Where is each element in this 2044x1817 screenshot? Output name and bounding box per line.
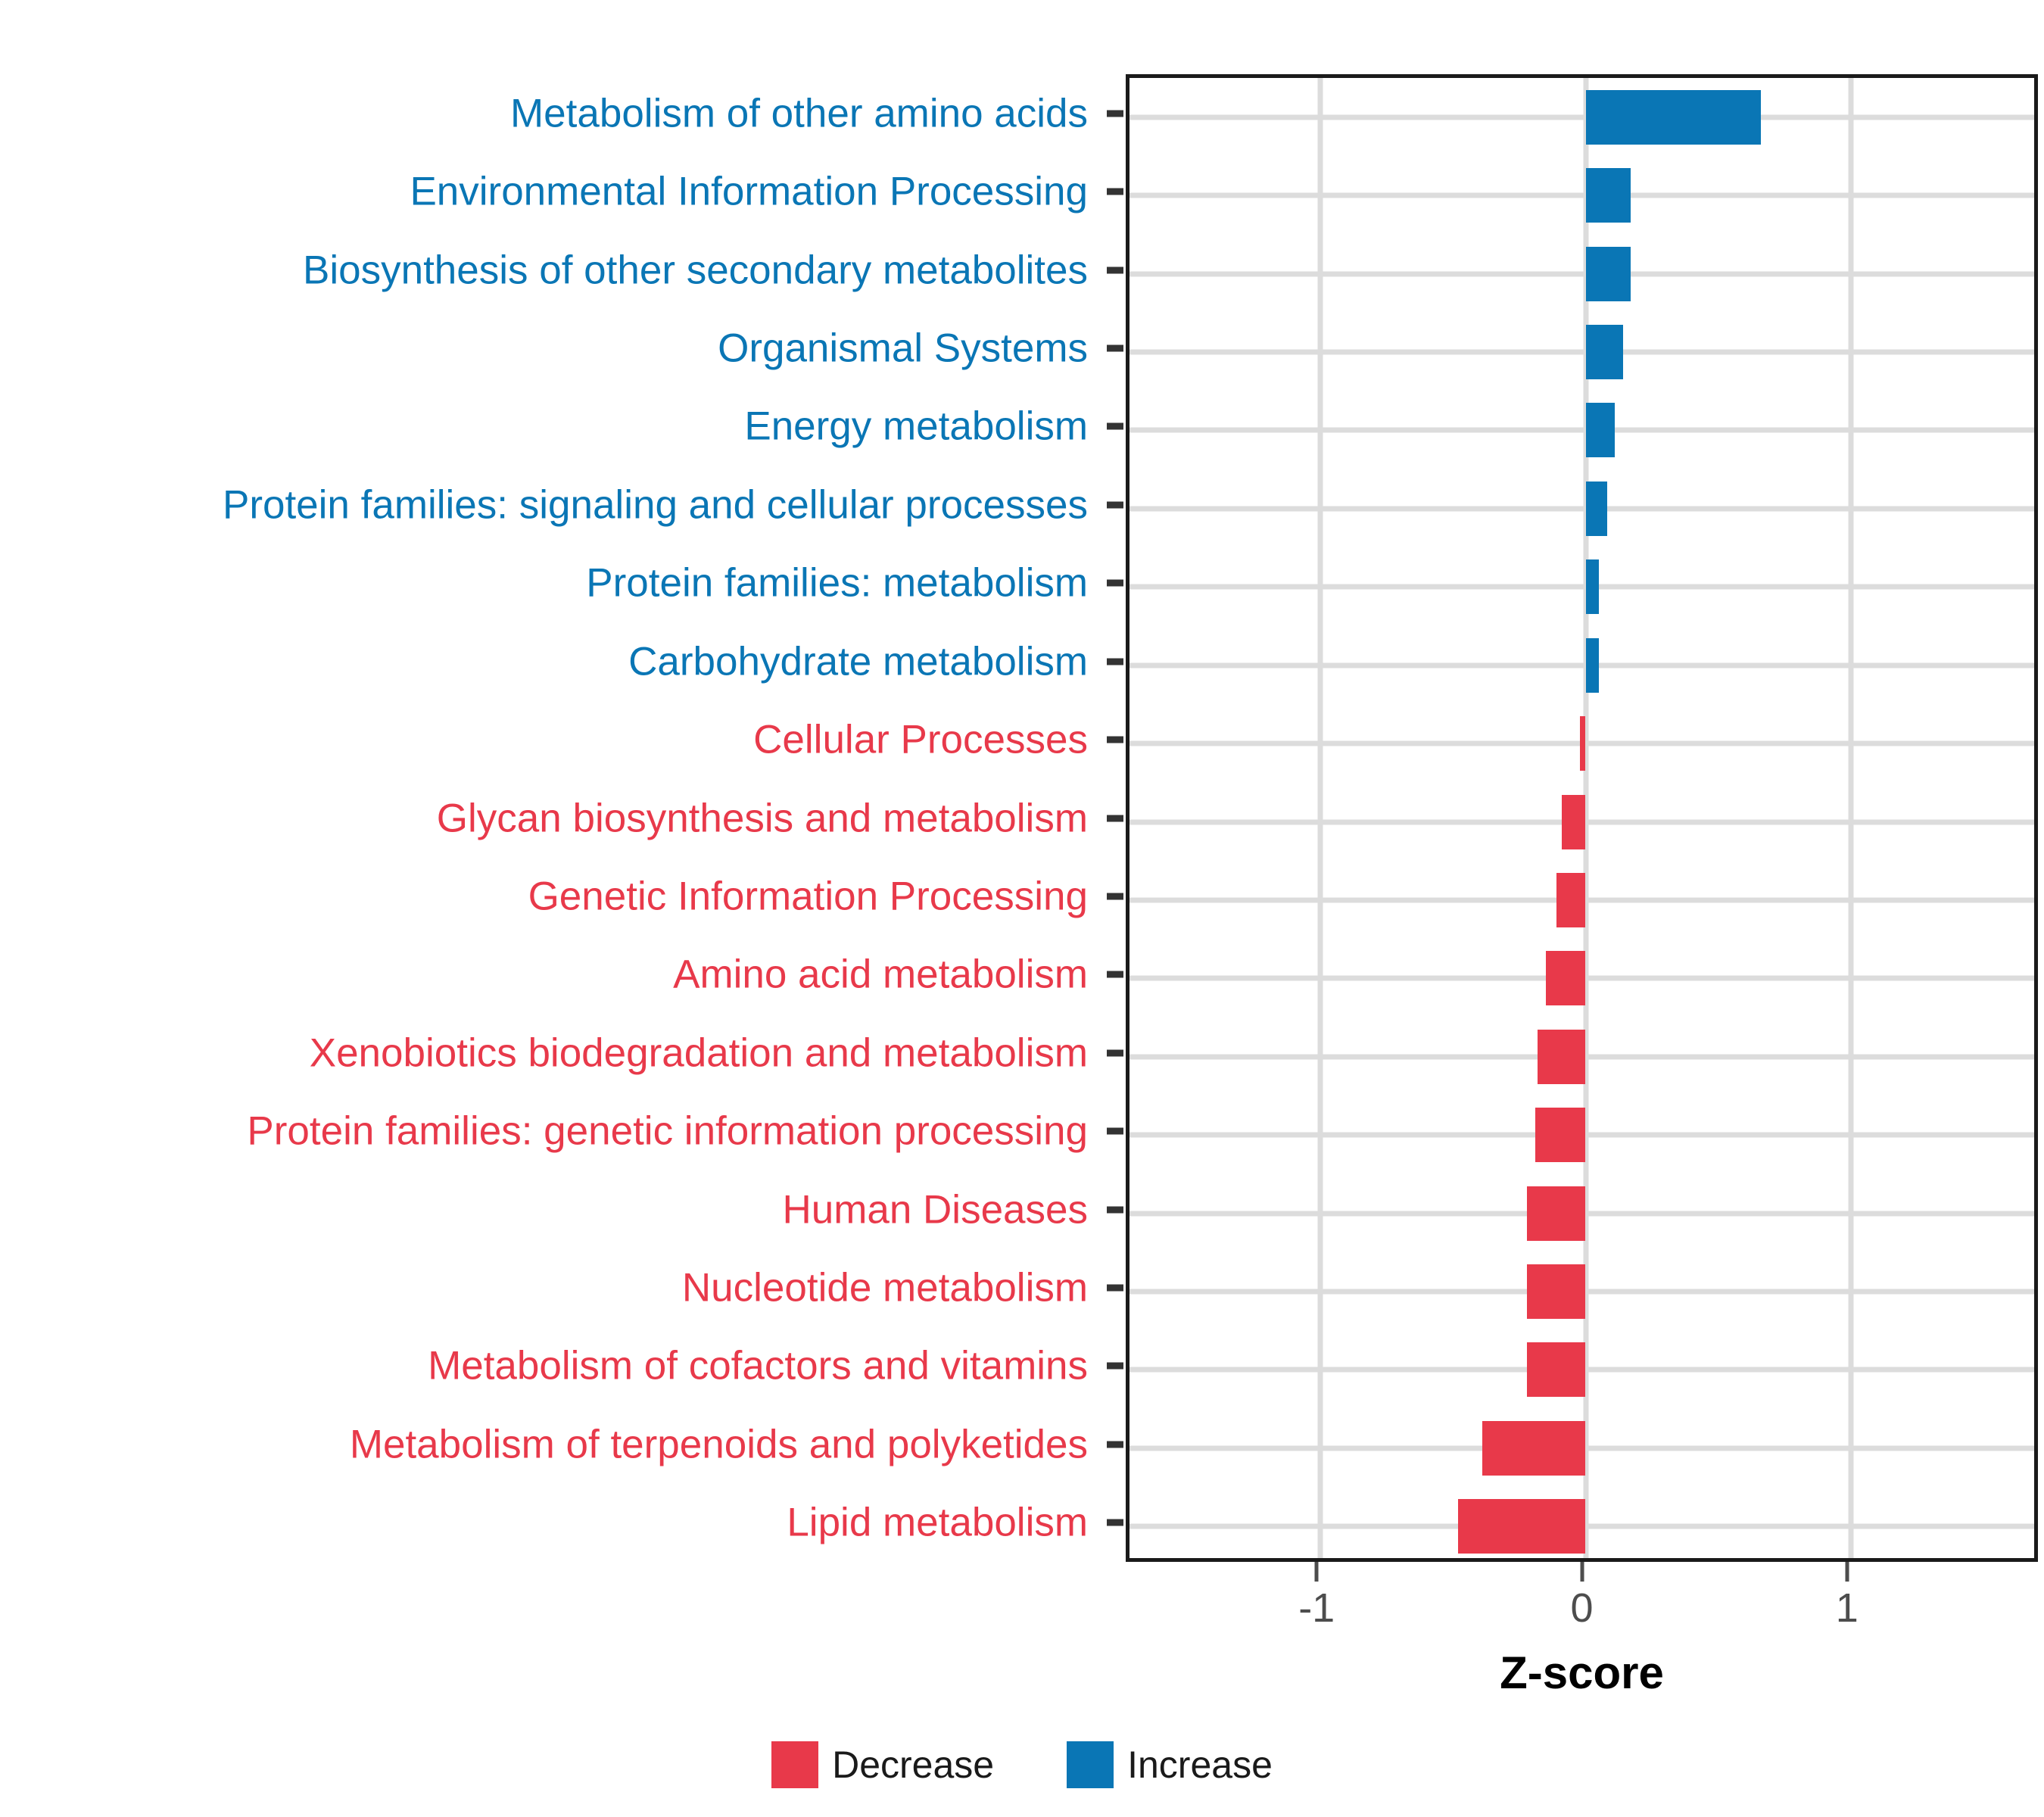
horizontal-gridline [1129, 192, 2034, 198]
horizontal-gridline [1129, 349, 2034, 355]
y-axis-tick-mark [1107, 1206, 1123, 1214]
bar [1585, 168, 1631, 223]
y-axis-tick-mark [1107, 971, 1123, 978]
y-axis-tick-mark [1107, 579, 1123, 587]
y-axis-tick-label: Organismal Systems [718, 326, 1088, 371]
vertical-gridline [1317, 78, 1323, 1558]
bar [1535, 1108, 1586, 1163]
y-axis-tick-label: Human Diseases [782, 1187, 1088, 1233]
plot-panel [1126, 74, 2038, 1562]
y-axis-tick-label: Xenobiotics biodegradation and metabolis… [309, 1030, 1088, 1076]
y-axis-tick-label: Protein families: signaling and cellular… [222, 482, 1088, 528]
legend-label: Decrease [832, 1744, 995, 1786]
legend-item: Increase [1067, 1741, 1273, 1788]
y-axis-tick-label: Biosynthesis of other secondary metaboli… [303, 248, 1088, 293]
x-axis-tick-mark [1845, 1562, 1849, 1582]
x-axis-tick-mark [1580, 1562, 1584, 1582]
y-axis-tick-label: Genetic Information Processing [528, 874, 1088, 919]
bar [1482, 1420, 1586, 1476]
legend-label: Increase [1127, 1744, 1273, 1786]
y-axis-tick-label: Cellular Processes [753, 717, 1088, 762]
bar [1585, 637, 1599, 693]
bar [1585, 324, 1623, 379]
y-axis-tick-label: Metabolism of other amino acids [510, 91, 1088, 136]
x-axis: -1 0 1 [1126, 1562, 2038, 1653]
bar [1585, 89, 1761, 145]
y-axis-tick-mark [1107, 1362, 1123, 1370]
y-axis-tick-label: Protein families: metabolism [586, 560, 1088, 606]
y-axis-tick-mark [1107, 110, 1123, 117]
bar [1545, 951, 1586, 1006]
bar [1527, 1342, 1586, 1398]
horizontal-gridline [1129, 662, 2034, 669]
horizontal-gridline [1129, 271, 2034, 277]
y-axis-tick-label: Protein families: genetic information pr… [247, 1108, 1088, 1154]
y-axis-tick-mark [1107, 422, 1123, 430]
bar [1556, 872, 1586, 927]
bar [1458, 1499, 1586, 1554]
y-axis-tick-label: Lipid metabolism [787, 1500, 1088, 1545]
horizontal-gridline [1129, 114, 2034, 120]
y-axis-tick-label: Metabolism of terpenoids and polyketides [349, 1422, 1088, 1467]
y-axis-tick-mark [1107, 1049, 1123, 1057]
bar [1585, 246, 1631, 301]
bar [1580, 716, 1586, 771]
vertical-gridline [1848, 78, 1854, 1558]
bar [1527, 1186, 1586, 1241]
x-axis-tick-label: 0 [1570, 1585, 1594, 1631]
bar [1561, 794, 1586, 849]
y-axis-tick-label: Environmental Information Processing [410, 169, 1088, 214]
y-axis-tick-mark [1107, 344, 1123, 352]
vertical-gridline [1583, 78, 1588, 1558]
bar [1585, 481, 1607, 536]
x-axis-tick-label: -1 [1298, 1585, 1335, 1631]
y-axis-tick-mark [1107, 1127, 1123, 1135]
y-axis-tick-label: Glycan biosynthesis and metabolism [436, 796, 1088, 840]
legend-item: Decrease [771, 1741, 994, 1788]
legend-swatch-icon [771, 1741, 819, 1788]
y-axis-tick-mark [1107, 501, 1123, 509]
y-axis-tick-label: Metabolism of cofactors and vitamins [428, 1343, 1088, 1388]
horizontal-gridline [1129, 427, 2034, 433]
y-axis-tick-label: Energy metabolism [744, 404, 1088, 449]
bar [1585, 559, 1599, 615]
x-axis-tick-label: 1 [1835, 1585, 1859, 1631]
y-axis-tick-label: Nucleotide metabolism [681, 1265, 1088, 1311]
bar [1585, 403, 1616, 458]
y-axis-tick-label: Amino acid metabolism [673, 952, 1088, 997]
y-axis-tick-mark [1107, 658, 1123, 665]
y-axis-tick-mark [1107, 266, 1123, 274]
y-axis-tick-mark [1107, 736, 1123, 743]
bar [1538, 1029, 1586, 1084]
y-axis-tick-mark [1107, 1441, 1123, 1448]
horizontal-gridline [1129, 584, 2034, 590]
y-axis-tick-label: Carbohydrate metabolism [628, 639, 1088, 684]
legend-swatch-icon [1067, 1741, 1114, 1788]
y-axis-tick-mark [1107, 815, 1123, 821]
y-axis-tick-mark [1107, 893, 1123, 900]
x-axis-tick-mark [1314, 1562, 1319, 1582]
bar [1527, 1264, 1586, 1320]
legend: Decrease Increase [0, 1741, 2044, 1788]
y-axis-tick-mark [1107, 188, 1123, 195]
y-axis-labels: Metabolism of other amino acids Environme… [0, 74, 1123, 1562]
y-axis-tick-mark [1107, 1284, 1123, 1292]
x-axis-title: Z-score [1500, 1647, 1664, 1698]
y-axis-tick-mark [1107, 1519, 1123, 1526]
horizontal-gridline [1129, 506, 2034, 512]
